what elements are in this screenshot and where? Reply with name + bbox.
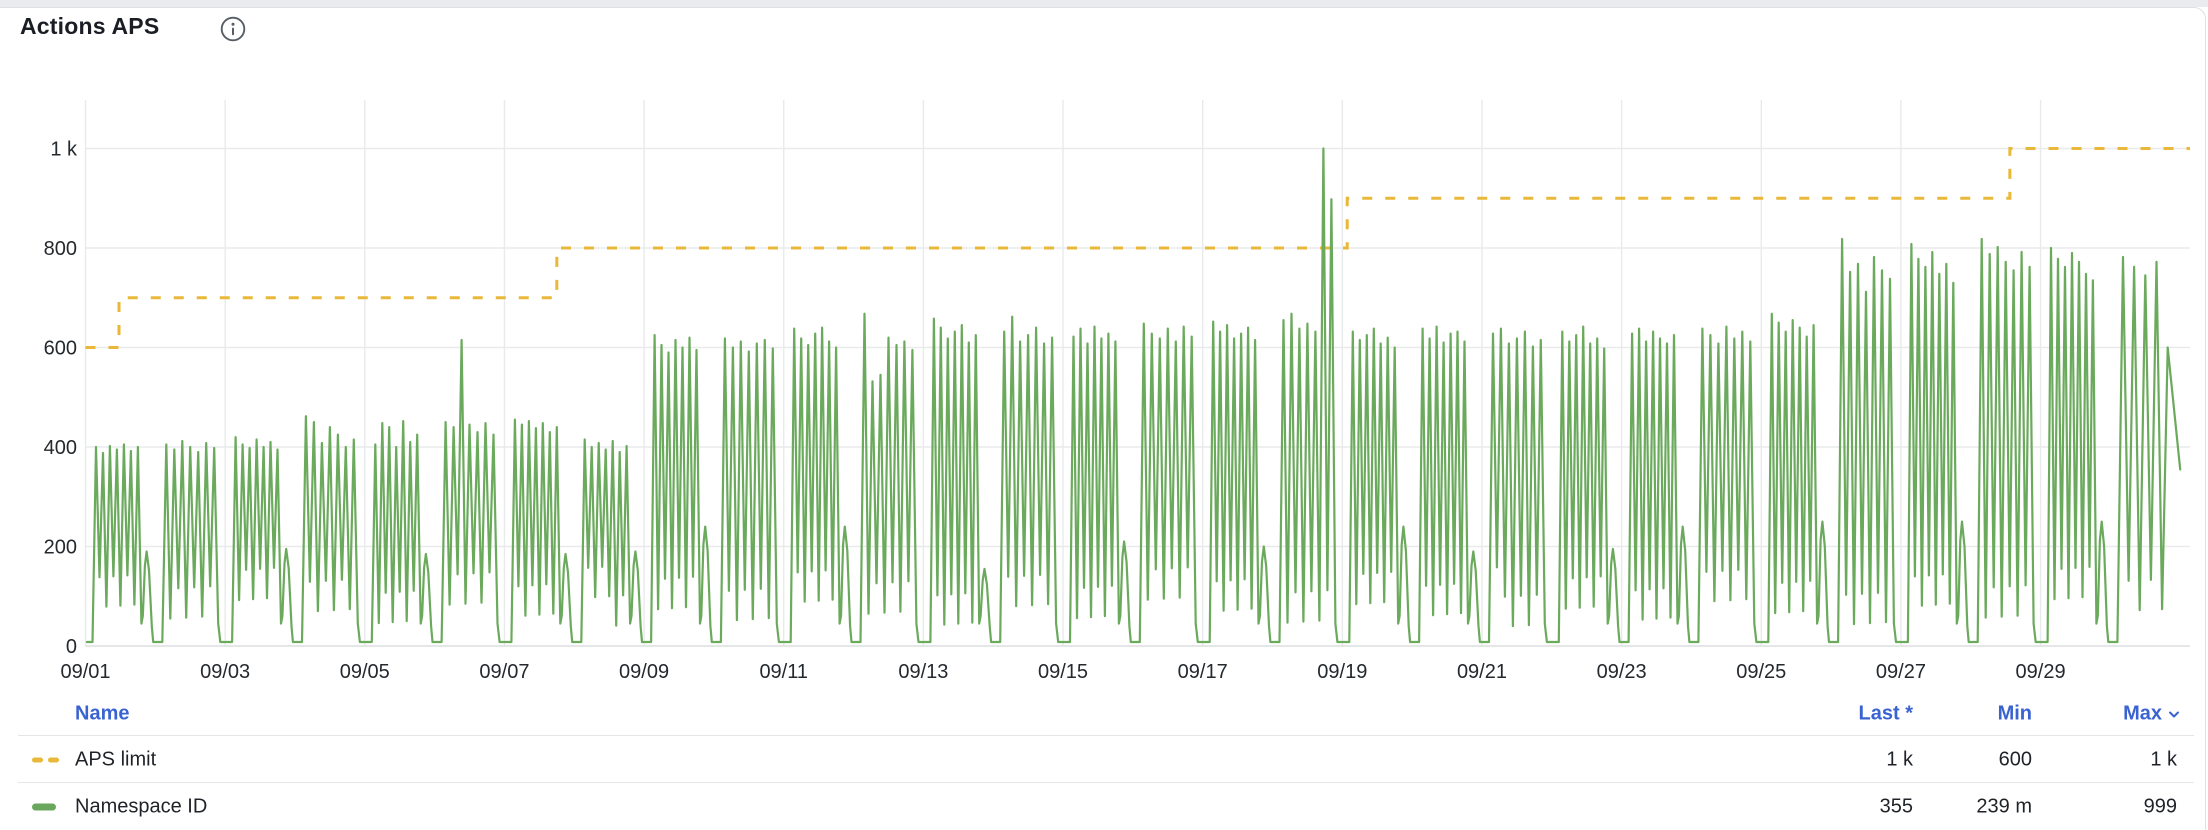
legend-value-max: 999: [2143, 795, 2177, 818]
legend-header-name[interactable]: Name: [75, 702, 130, 725]
x-tick-label: 09/07: [479, 661, 529, 683]
x-tick-label: 09/21: [1457, 661, 1507, 683]
x-tick-label: 09/25: [1736, 661, 1786, 683]
legend-series-name[interactable]: APS limit: [75, 748, 157, 771]
x-tick-label: 09/29: [2016, 661, 2066, 683]
x-tick-label: 09/23: [1597, 661, 1647, 683]
legend-header-row: Name Last * Min Max: [0, 700, 2208, 728]
y-tick-label: 600: [44, 338, 77, 360]
legend-row-aps-limit[interactable]: APS limit 1 k 600 1 k: [0, 746, 2208, 774]
legend-value-last: 355: [1879, 795, 1913, 818]
x-tick-label: 09/03: [200, 661, 250, 683]
chevron-down-icon: [2169, 711, 2179, 717]
y-tick-label: 200: [44, 537, 77, 559]
legend-divider: [18, 735, 2194, 736]
x-tick-label: 09/27: [1876, 661, 1926, 683]
legend-value-min: 600: [1998, 748, 2032, 771]
x-tick-label: 09/17: [1178, 661, 1228, 683]
x-tick-label: 09/15: [1038, 661, 1088, 683]
legend-value-max: 1 k: [2150, 748, 2177, 771]
y-tick-label: 800: [44, 238, 77, 260]
x-tick-label: 09/09: [619, 661, 669, 683]
x-tick-label: 09/13: [898, 661, 948, 683]
legend-value-last: 1 k: [1886, 748, 1913, 771]
namespace-id-series-swatch: [32, 803, 56, 811]
info-icon[interactable]: [219, 15, 247, 43]
legend-header-last[interactable]: Last *: [1858, 702, 1913, 725]
y-tick-label: 400: [44, 437, 77, 459]
x-tick-label: 09/01: [60, 661, 110, 683]
aps-limit-line: [85, 147, 2190, 349]
aps-time-series-chart[interactable]: 09/01 09/03 09/05 09/07 09/09 09/11 09/13 09/15…: [0, 0, 2208, 692]
legend-header-max[interactable]: Max: [2032, 703, 2182, 726]
legend-header-max-label: Max: [2123, 702, 2162, 725]
page-background-strip: [0, 0, 2208, 7]
legend-divider: [18, 782, 2194, 783]
legend-series-name[interactable]: Namespace ID: [75, 795, 208, 818]
legend-row-namespace-id[interactable]: Namespace ID 355 239 m 999: [0, 793, 2208, 821]
x-tick-label: 09/05: [340, 661, 390, 683]
namespace-id-line: [85, 147, 2182, 644]
x-tick-label: 09/11: [759, 661, 808, 683]
y-tick-label: 0: [66, 636, 77, 658]
legend-header-min[interactable]: Min: [1997, 702, 2032, 725]
legend-value-min: 239 m: [1976, 795, 2032, 818]
panel-title: Actions APS: [20, 13, 160, 39]
aps-limit-series-swatch: [32, 757, 59, 763]
x-tick-label: 09/19: [1317, 661, 1367, 683]
y-tick-label: 1 k: [50, 139, 78, 161]
